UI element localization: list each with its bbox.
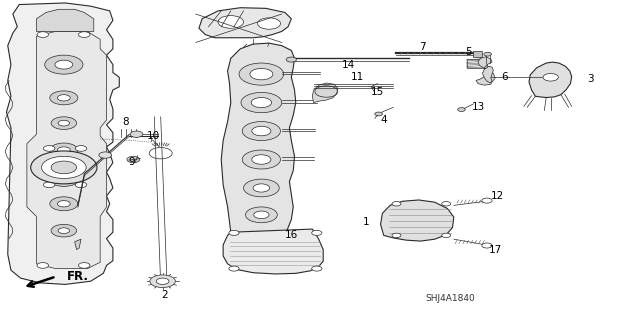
Circle shape (50, 143, 78, 157)
Circle shape (58, 147, 70, 153)
Circle shape (48, 171, 80, 186)
Circle shape (37, 32, 49, 37)
Circle shape (392, 202, 401, 206)
Polygon shape (221, 43, 296, 239)
Text: 15: 15 (371, 87, 384, 97)
Text: 12: 12 (490, 191, 504, 202)
Circle shape (42, 156, 86, 178)
Circle shape (458, 108, 465, 111)
Circle shape (243, 122, 280, 141)
Circle shape (312, 266, 322, 271)
Text: 16: 16 (285, 230, 298, 240)
Circle shape (150, 275, 175, 287)
Text: 8: 8 (122, 116, 129, 127)
Circle shape (56, 175, 72, 182)
Circle shape (375, 112, 383, 116)
Circle shape (243, 150, 280, 169)
Polygon shape (27, 32, 106, 269)
Polygon shape (476, 57, 495, 85)
Circle shape (51, 117, 77, 130)
Polygon shape (75, 239, 81, 250)
Circle shape (51, 161, 77, 174)
Text: 14: 14 (342, 60, 355, 70)
Circle shape (257, 18, 280, 29)
Text: 13: 13 (472, 102, 484, 112)
Circle shape (229, 266, 239, 271)
Circle shape (392, 233, 401, 238)
Text: 1: 1 (363, 217, 369, 227)
Circle shape (482, 198, 492, 203)
Circle shape (79, 32, 90, 37)
Circle shape (229, 230, 239, 235)
Circle shape (253, 184, 269, 192)
Circle shape (482, 243, 492, 248)
Circle shape (156, 278, 169, 285)
Circle shape (252, 126, 271, 136)
Circle shape (44, 182, 55, 188)
Text: 5: 5 (465, 47, 472, 57)
Circle shape (218, 16, 244, 28)
Polygon shape (312, 83, 338, 103)
Circle shape (79, 263, 90, 268)
Polygon shape (483, 66, 493, 83)
Text: 17: 17 (488, 245, 502, 255)
Polygon shape (6, 3, 119, 285)
Polygon shape (529, 62, 572, 98)
Text: 7: 7 (419, 42, 425, 52)
Circle shape (45, 55, 83, 74)
Polygon shape (199, 8, 291, 38)
Circle shape (244, 179, 279, 197)
Circle shape (543, 73, 558, 81)
Text: 10: 10 (147, 131, 159, 141)
Polygon shape (36, 9, 94, 32)
Circle shape (251, 98, 271, 108)
Circle shape (484, 52, 492, 56)
Text: 4: 4 (380, 115, 387, 125)
Circle shape (250, 69, 273, 80)
Circle shape (44, 145, 55, 151)
Circle shape (127, 156, 140, 163)
Circle shape (286, 57, 296, 62)
Circle shape (442, 202, 451, 206)
Circle shape (442, 233, 451, 238)
Circle shape (246, 207, 277, 223)
Polygon shape (223, 229, 323, 274)
Circle shape (76, 145, 87, 151)
Circle shape (31, 151, 97, 184)
Circle shape (312, 230, 322, 235)
Text: 6: 6 (502, 72, 508, 82)
Circle shape (58, 201, 70, 207)
Circle shape (130, 131, 143, 137)
Circle shape (239, 63, 284, 85)
Text: 3: 3 (587, 74, 593, 84)
Circle shape (50, 197, 78, 211)
Text: FR.: FR. (67, 270, 89, 283)
Circle shape (99, 152, 111, 158)
Circle shape (241, 93, 282, 113)
Circle shape (252, 155, 271, 164)
Text: 11: 11 (350, 72, 364, 82)
Circle shape (58, 228, 70, 234)
Text: SHJ4A1840: SHJ4A1840 (426, 293, 476, 302)
Circle shape (58, 95, 70, 101)
Circle shape (253, 211, 269, 219)
Circle shape (76, 182, 87, 188)
Circle shape (55, 60, 73, 69)
Circle shape (37, 263, 49, 268)
Text: 2: 2 (161, 290, 168, 300)
Circle shape (51, 224, 77, 237)
Circle shape (58, 120, 70, 126)
Circle shape (50, 91, 78, 105)
Polygon shape (381, 200, 454, 241)
Text: 9: 9 (129, 157, 135, 167)
Polygon shape (473, 51, 483, 57)
